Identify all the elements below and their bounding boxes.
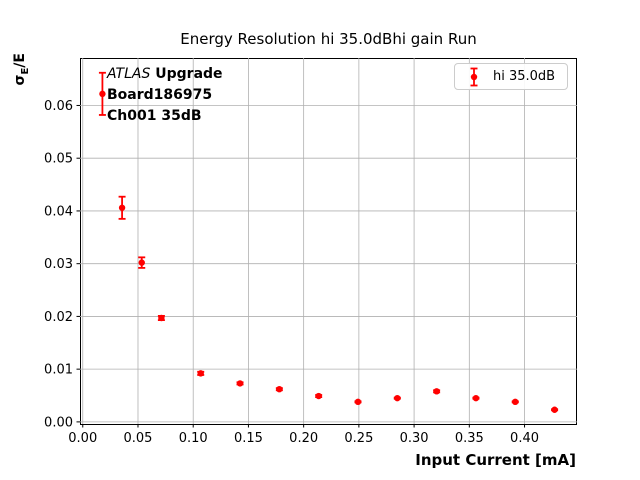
- data-point: [433, 388, 440, 395]
- y-tick-label: 0.02: [44, 310, 73, 325]
- y-tick-label: 0.03: [44, 257, 73, 272]
- data-point: [138, 259, 145, 266]
- data-point: [118, 204, 126, 211]
- x-tick-label: 0.35: [455, 431, 484, 446]
- legend-box: hi 35.0dB: [454, 63, 568, 90]
- legend-label: hi 35.0dB: [493, 69, 556, 84]
- annotation-line2: Board186975: [107, 87, 213, 103]
- ticks-group: 0.00 0.05 0.10 0.15 0.20 0.25 0.30 0.35 0.40 0.00…: [44, 99, 539, 446]
- data-point: [315, 392, 322, 400]
- y-tick-label: 0.04: [44, 204, 73, 219]
- data-point: [551, 406, 558, 413]
- data-point: [236, 380, 244, 387]
- gridlines-group: [80, 58, 577, 424]
- x-tick-label: 0.20: [289, 431, 318, 446]
- data-point: [394, 394, 401, 402]
- data-point: [472, 394, 480, 402]
- y-tick-label: 0.00: [44, 415, 73, 430]
- x-tick-label: 0.15: [234, 431, 263, 446]
- x-tick-label: 0.05: [124, 431, 153, 446]
- errorbar-marker-icon: [470, 67, 478, 86]
- annotation-upgrade: Upgrade: [155, 66, 223, 82]
- annotation-line1: ATLAS Upgrade: [107, 64, 223, 85]
- chart-title: Energy Resolution hi 35.0dBhi gain Run: [180, 30, 477, 48]
- plot-area: [80, 58, 577, 425]
- x-tick-label: 0.40: [510, 431, 539, 446]
- y-tick-label: 0.01: [44, 363, 73, 378]
- data-series-group: [98, 71, 559, 413]
- x-tick-label: 0.10: [179, 431, 208, 446]
- annotation-line3: Ch001 35dB: [107, 108, 202, 124]
- x-tick-label: 0.25: [344, 431, 373, 446]
- x-tick-label: 0.00: [68, 431, 97, 446]
- y-tick-label: 0.06: [44, 99, 73, 114]
- annotation-block: ATLAS Upgrade Board186975 Ch001 35dB: [107, 64, 223, 127]
- x-tick-label: 0.30: [400, 431, 429, 446]
- data-point: [512, 398, 519, 406]
- data-point: [354, 398, 362, 406]
- data-point: [197, 370, 204, 377]
- x-axis-label: Input Current [mA]: [415, 451, 576, 469]
- y-tick-label: 0.05: [44, 152, 73, 167]
- annotation-experiment: ATLAS: [107, 66, 151, 82]
- data-point: [99, 90, 106, 98]
- data-point: [158, 314, 165, 322]
- data-point: [276, 385, 283, 393]
